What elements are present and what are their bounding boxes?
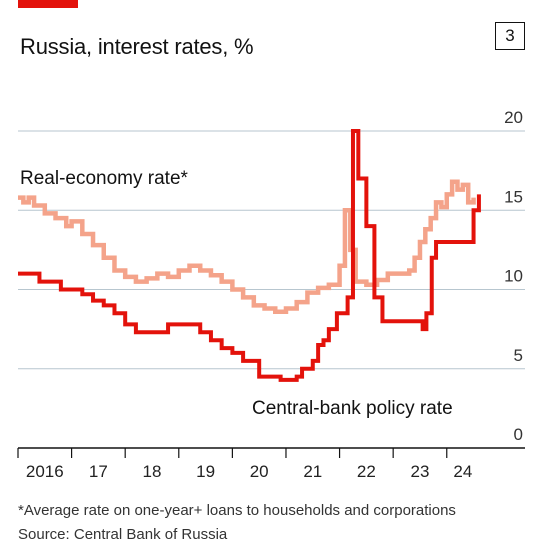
- chart-title: Russia, interest rates, %: [20, 34, 254, 59]
- grid-layer: [17, 130, 525, 458]
- y-tick-label: 10: [504, 267, 523, 286]
- series-line-policy-rate: [18, 129, 481, 382]
- x-tick-label: 20: [250, 462, 269, 481]
- y-tick-label: 15: [504, 187, 523, 206]
- footnote: *Average rate on one-year+ loans to hous…: [18, 502, 456, 519]
- x-tick-label: 23: [411, 462, 430, 481]
- chart-number-badge: 3: [495, 22, 525, 50]
- series-layer: [18, 129, 481, 382]
- source-note: Source: Central Bank of Russia: [18, 526, 228, 543]
- x-tick-label: 22: [357, 462, 376, 481]
- x-tick-label: 2016: [26, 462, 64, 481]
- x-tick-label: 24: [453, 462, 472, 481]
- annotation-real-economy-rate: Real-economy rate*: [20, 168, 189, 189]
- y-tick-label: 0: [514, 425, 523, 444]
- x-tick-label: 18: [143, 462, 162, 481]
- y-tick-label: 20: [504, 108, 523, 127]
- x-tick-label: 19: [196, 462, 215, 481]
- label-layer: 0 5 10 15 20 2016 17 18 19 20 21 22 23 24 Real-economy…: [20, 108, 523, 481]
- x-tick-label: 17: [89, 462, 108, 481]
- annotation-policy-rate: Central-bank policy rate: [252, 398, 453, 419]
- line-chart: 0 5 10 15 20 2016 17 18 19 20 21 22 23 24 Real-economy…: [17, 108, 525, 481]
- brand-bar: [18, 0, 78, 8]
- series-line-real-economy-rate: [18, 179, 476, 314]
- y-tick-label: 5: [514, 346, 523, 365]
- x-tick-label: 21: [303, 462, 322, 481]
